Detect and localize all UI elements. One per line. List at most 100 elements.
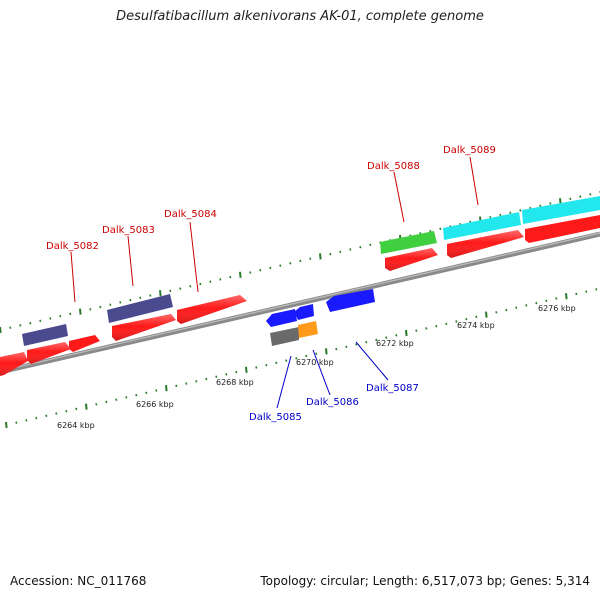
gene-label-dalk-5082[interactable]: Dalk_5082: [46, 241, 99, 252]
upper-track-minor-tick: [279, 264, 282, 267]
label-leader: [127, 235, 134, 287]
upper-track-minor-tick: [19, 324, 22, 327]
genome-backbone: [0, 231, 600, 375]
upper-track-minor-tick: [219, 278, 222, 281]
scale-label-6268: 6268 kbp: [216, 378, 254, 387]
lower-track-minor-tick: [355, 343, 358, 346]
upper-track-minor-tick: [109, 303, 112, 306]
lower-track-minor-tick: [525, 304, 528, 307]
lower-track-minor-tick: [585, 290, 588, 293]
upper-track-minor-tick: [39, 319, 42, 323]
lower-track-minor-tick: [455, 320, 458, 323]
gene-label-dalk-5087[interactable]: Dalk_5087: [366, 383, 419, 394]
label-leader: [70, 251, 76, 303]
feature-orange[interactable]: [298, 321, 318, 338]
lower-feature-track: [270, 321, 318, 346]
upper-track-minor-tick: [259, 268, 262, 272]
upper-track-minor-tick: [209, 280, 212, 283]
upper-track-minor-tick: [499, 213, 502, 217]
gene-label-dalk-5089[interactable]: Dalk_5089: [443, 145, 496, 156]
cds-reverse[interactable]: [294, 304, 314, 320]
cds-forward-shading: [177, 295, 247, 324]
upper-track-minor-tick: [99, 305, 102, 309]
lower-track-minor-tick: [305, 354, 308, 358]
lower-track-major-tick: [165, 385, 168, 392]
lower-track-minor-tick: [65, 409, 68, 413]
forward-gene-labels: Dalk_5082 Dalk_5083 Dalk_5084 Dalk_5088 …: [46, 145, 496, 303]
lower-track-minor-tick: [15, 421, 18, 424]
lower-track-major-tick: [245, 366, 248, 373]
feature-cyan[interactable]: [522, 196, 600, 224]
lower-track-minor-tick: [435, 324, 438, 328]
label-leader: [355, 341, 389, 381]
lower-track-minor-tick: [115, 398, 118, 401]
lower-track-minor-tick: [185, 382, 188, 385]
upper-track-minor-tick: [339, 250, 342, 254]
lower-track-minor-tick: [375, 338, 378, 342]
reverse-cds-track: [266, 289, 375, 327]
lower-track-minor-tick: [105, 400, 108, 404]
lower-track-minor-tick: [425, 327, 428, 330]
upper-track-minor-tick: [519, 209, 522, 212]
cds-reverse[interactable]: [266, 309, 297, 327]
upper-track-minor-tick: [169, 289, 172, 293]
upper-track-minor-tick: [549, 202, 552, 205]
gene-label-dalk-5084[interactable]: Dalk_5084: [164, 209, 217, 220]
lower-track-minor-tick: [515, 306, 518, 309]
lower-track-minor-tick: [595, 288, 598, 291]
lower-track-minor-tick: [295, 357, 298, 360]
cds-forward[interactable]: [525, 215, 600, 243]
upper-track-major-tick: [239, 271, 242, 278]
upper-track-minor-tick: [329, 252, 332, 256]
genome-backbone-highlight: [0, 232, 600, 372]
lower-track-minor-tick: [175, 384, 178, 388]
lower-track-minor-tick: [145, 391, 148, 395]
upper-track-major-tick: [319, 253, 322, 260]
upper-track-minor-tick: [29, 321, 32, 325]
feature-green[interactable]: [380, 231, 437, 254]
lower-track-major-tick: [485, 311, 488, 318]
upper-track-minor-tick: [349, 248, 352, 251]
lower-track-minor-tick: [55, 412, 58, 415]
lower-track-minor-tick: [215, 375, 218, 378]
upper-track-minor-tick: [359, 245, 362, 249]
gene-label-dalk-5086[interactable]: Dalk_5086: [306, 397, 359, 408]
lower-track-minor-tick: [225, 373, 228, 376]
lower-track-major-tick: [565, 293, 568, 300]
gene-label-dalk-5083[interactable]: Dalk_5083: [102, 225, 155, 236]
lower-track-major-tick: [85, 403, 88, 410]
gene-label-dalk-5088[interactable]: Dalk_5088: [367, 161, 420, 172]
upper-track-minor-tick: [189, 285, 192, 288]
lower-track-minor-tick: [475, 315, 478, 319]
feature-cyan[interactable]: [443, 212, 521, 240]
cds-forward-shading: [112, 314, 176, 341]
upper-track-minor-tick: [369, 243, 372, 247]
gene-label-dalk-5085[interactable]: Dalk_5085: [249, 412, 302, 423]
upper-track-minor-tick: [89, 308, 92, 311]
upper-track-major-tick: [159, 290, 162, 297]
lower-track-minor-tick: [345, 345, 348, 349]
feature-purple[interactable]: [107, 294, 173, 323]
feature-gray[interactable]: [270, 327, 299, 346]
upper-track-minor-tick: [199, 282, 202, 286]
label-leader: [469, 156, 479, 206]
cds-reverse[interactable]: [326, 289, 375, 312]
upper-track-minor-tick: [489, 216, 492, 219]
lower-track-minor-tick: [285, 359, 288, 362]
genome-title: Desulfatibacillum alkenivorans AK-01, co…: [116, 9, 484, 24]
lower-track-minor-tick: [505, 308, 508, 312]
lower-track-minor-tick: [575, 292, 578, 296]
cds-forward[interactable]: [69, 335, 100, 352]
scale-label-6276: 6276 kbp: [538, 304, 576, 313]
upper-track-minor-tick: [439, 227, 442, 231]
upper-track-minor-tick: [509, 211, 512, 214]
lower-track-minor-tick: [45, 414, 48, 418]
upper-track-minor-tick: [139, 296, 142, 300]
feature-purple[interactable]: [22, 324, 68, 346]
scale-label-6264: 6264 kbp: [57, 421, 95, 430]
reverse-gene-labels: Dalk_5085 Dalk_5086 Dalk_5087: [249, 341, 419, 423]
lower-track-minor-tick: [315, 352, 318, 355]
scale-label-6272: 6272 kbp: [376, 339, 414, 348]
